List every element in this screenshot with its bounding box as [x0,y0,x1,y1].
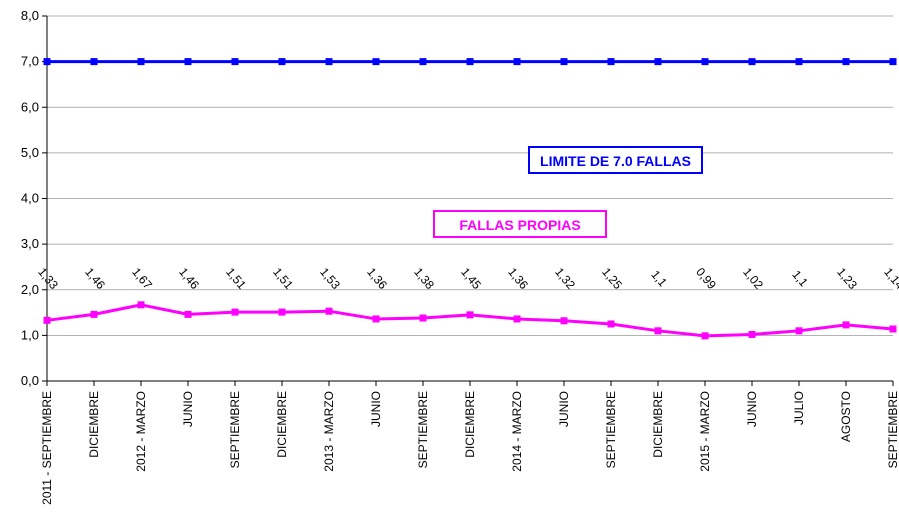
data-label: 1,53 [317,265,343,292]
x-tick-label: JUNIO [181,391,195,427]
y-tick-label: 2,0 [21,282,39,297]
data-point [90,310,98,318]
data-point [654,327,662,335]
x-tick-label: DICIEMBRE [463,391,477,458]
data-point [513,58,521,66]
series-fallas-propias [43,301,897,340]
data-point [560,58,568,66]
data-point [325,307,333,315]
data-label: 1,46 [82,265,108,292]
data-label: 1,36 [505,265,531,292]
x-tick-label: SEPTIEMBRE [416,391,430,468]
y-tick-label: 3,0 [21,236,39,251]
data-label: 1,36 [364,265,390,292]
data-point [278,58,286,66]
x-tick-label: 2012 - MARZO [134,391,148,472]
x-tick-label: DICIEMBRE [651,391,665,458]
x-tick-label: SEPTIEMBRE [228,391,242,468]
data-label: 1,14 [881,265,899,292]
data-label: 1,1 [789,268,811,290]
data-point [889,325,897,333]
legend-fallas-label: FALLAS PROPIAS [459,217,580,233]
legend-fallas: FALLAS PROPIAS [433,210,607,238]
data-point [372,315,380,323]
series-layer [43,58,897,340]
data-label: 1,23 [834,265,860,292]
data-point [419,314,427,322]
y-tick-label: 0,0 [21,373,39,388]
series-line [46,303,894,338]
axes [42,15,894,386]
y-tick-label: 1,0 [21,327,39,342]
data-label: 1,45 [458,265,484,292]
data-point [748,58,756,66]
data-label: 1,25 [599,265,625,292]
data-point [466,311,474,319]
y-tick-label: 8,0 [21,8,39,23]
x-tick-label: JULIO [792,391,806,425]
data-point [701,58,709,66]
y-tick-label: 6,0 [21,99,39,114]
x-tick-label: DICIEMBRE [87,391,101,458]
data-label: 1,46 [176,265,202,292]
data-point [654,58,662,66]
data-point [607,58,615,66]
data-label: 1,38 [411,265,437,292]
x-tick-label: JUNIO [557,391,571,427]
x-tick-label: JUNIO [745,391,759,427]
data-point [184,58,192,66]
data-label: 1,1 [648,268,670,290]
data-point [842,321,850,329]
y-axis-ticks: 0,0 1,0 2,0 3,0 4,0 5,0 6,0 7,0 8,0 [21,8,39,388]
data-point [372,58,380,66]
y-tick-label: 4,0 [21,191,39,206]
data-point [748,330,756,338]
data-point [795,58,803,66]
data-label: 1,67 [129,265,155,292]
data-point [231,308,239,316]
data-label: 1,32 [552,265,578,292]
data-point [513,315,521,323]
data-point [325,58,333,66]
data-point [278,308,286,316]
data-point [842,58,850,66]
x-tick-label: DICIEMBRE [275,391,289,458]
x-tick-label: SEPTIEMBRE [604,391,618,468]
data-point [419,58,427,66]
series-limit [43,58,897,66]
data-point [231,58,239,66]
data-label: 1,51 [270,265,296,292]
data-point [466,58,474,66]
data-point [137,301,145,309]
data-label: 1,51 [223,265,249,292]
data-label: 1,02 [740,265,766,292]
data-point [184,310,192,318]
data-point [43,316,51,324]
data-label: 0,99 [693,265,719,292]
data-point [560,317,568,325]
legend-limit-label: LIMITE DE 7.0 FALLAS [540,153,691,169]
x-axis-ticks: 2011 - SEPTIEMBRE DICIEMBRE 2012 - MARZO JU… [40,391,899,505]
y-tick-label: 5,0 [21,145,39,160]
x-tick-label: 2014 - MARZO [510,391,524,472]
legend-limit: LIMITE DE 7.0 FALLAS [528,146,703,174]
data-point [137,58,145,66]
data-point [43,58,51,66]
data-point [889,58,897,66]
x-tick-label: JUNIO [369,391,383,427]
x-tick-label: 2015 - MARZO [698,391,712,472]
x-tick-label: AGOSTO [839,391,853,442]
y-tick-label: 7,0 [21,54,39,69]
x-tick-label: SEPTIEMBRE [886,391,899,468]
data-point [795,327,803,335]
data-point [90,58,98,66]
data-label: 1,33 [35,265,61,292]
x-tick-label: 2013 - MARZO [322,391,336,472]
data-point [607,320,615,328]
data-labels: 1,33 1,46 1,67 1,46 1,51 1,51 1,53 1,36 1,38 1,45… [35,265,899,292]
x-tick-label: 2011 - SEPTIEMBRE [40,391,54,505]
data-point [701,332,709,340]
